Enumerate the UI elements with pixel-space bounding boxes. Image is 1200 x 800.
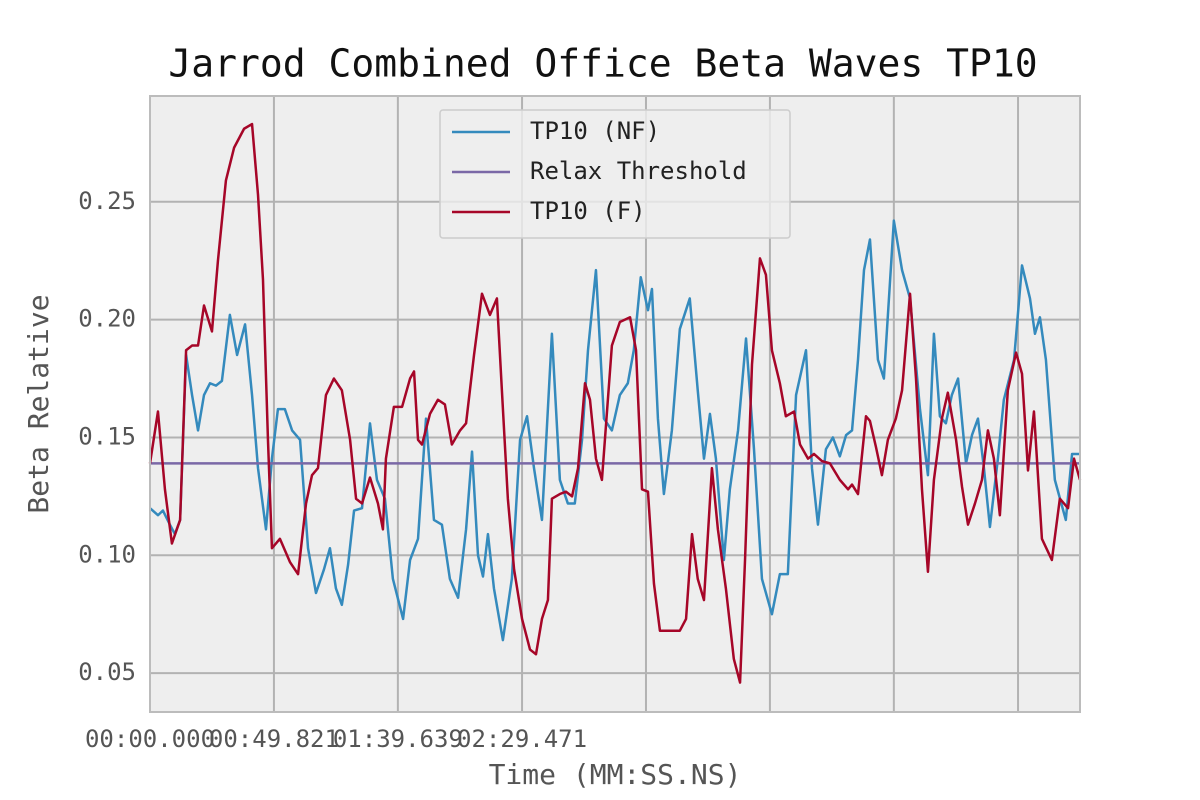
y-tick-label: 0.05 bbox=[78, 658, 136, 686]
y-tick-label: 0.15 bbox=[78, 422, 136, 450]
legend: TP10 (NF) Relax Threshold TP10 (F) bbox=[439, 109, 791, 239]
y-axis-label: Beta Relative bbox=[22, 294, 55, 513]
series-line bbox=[149, 219, 1080, 642]
legend-label: Relax Threshold bbox=[530, 157, 747, 185]
x-tick-label: 02:29.471 bbox=[457, 725, 587, 753]
legend-label: TP10 (NF) bbox=[530, 117, 660, 145]
x-tick-label: 00:00.000 bbox=[85, 725, 215, 753]
lines bbox=[148, 122, 1082, 684]
legend-label: TP10 (F) bbox=[530, 197, 646, 225]
y-tick-label: 0.10 bbox=[78, 540, 136, 568]
chart-title: Jarrod Combined Office Beta Waves TP10 bbox=[168, 42, 1037, 86]
x-tick-label: 01:39.639 bbox=[333, 725, 463, 753]
x-axis-label: Time (MM:SS.NS) bbox=[489, 758, 742, 791]
x-tick-label: 00:49.821 bbox=[209, 725, 339, 753]
legend-box bbox=[439, 109, 791, 239]
series-line bbox=[148, 122, 1082, 684]
plot-frame bbox=[149, 95, 1081, 713]
y-tick-label: 0.25 bbox=[78, 187, 136, 215]
y-tick-label: 0.20 bbox=[78, 305, 136, 333]
